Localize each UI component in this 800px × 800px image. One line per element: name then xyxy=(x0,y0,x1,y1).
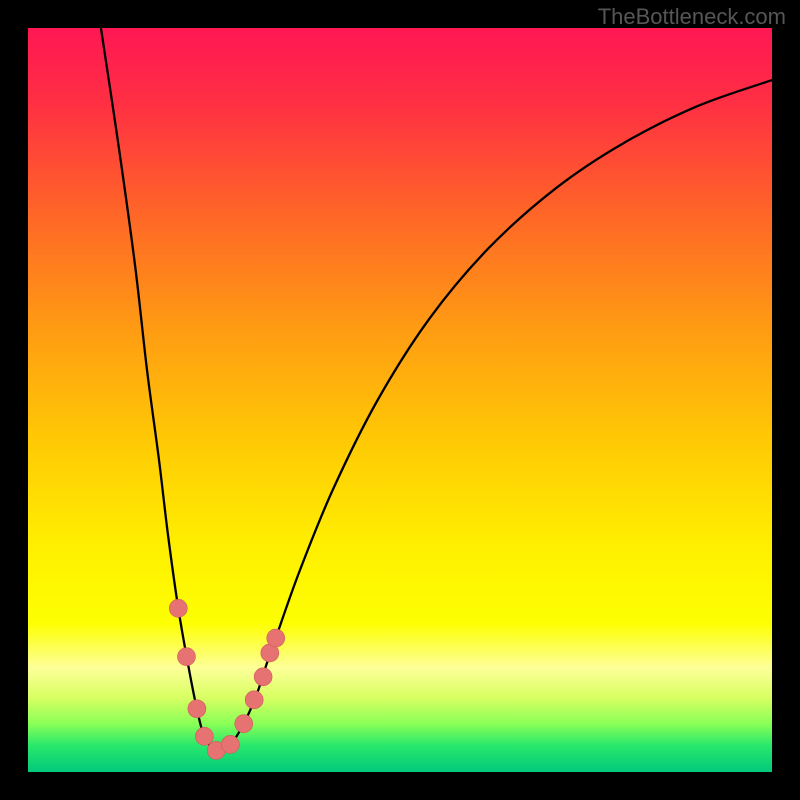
curve-marker xyxy=(195,727,213,745)
gradient-background xyxy=(28,28,772,772)
curve-marker xyxy=(254,668,272,686)
curve-marker xyxy=(267,629,285,647)
curve-marker xyxy=(188,700,206,718)
curve-marker xyxy=(177,648,195,666)
curve-marker xyxy=(245,691,263,709)
curve-marker xyxy=(169,599,187,617)
watermark-text: TheBottleneck.com xyxy=(598,4,786,30)
chart-frame: TheBottleneck.com xyxy=(0,0,800,800)
curve-marker xyxy=(221,735,239,753)
curve-marker xyxy=(235,715,253,733)
chart-svg xyxy=(0,0,800,800)
